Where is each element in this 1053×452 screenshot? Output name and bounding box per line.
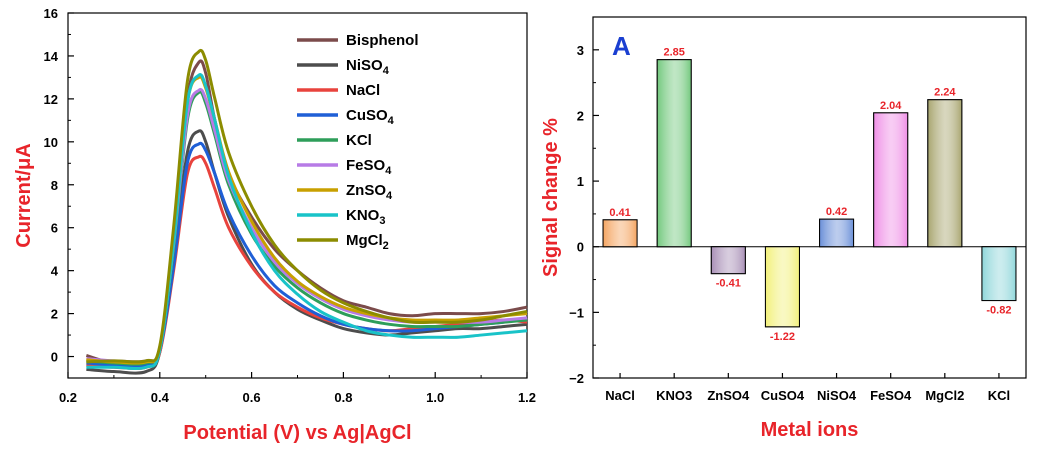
y-tick-label: 14 bbox=[44, 49, 59, 64]
x-tick-label: CuSO4 bbox=[761, 388, 805, 403]
bar-value-label: 2.24 bbox=[934, 87, 956, 99]
bar-value-label: 0.42 bbox=[826, 206, 847, 218]
x-tick-label: FeSO4 bbox=[870, 388, 912, 403]
series-line-cuso4 bbox=[86, 141, 528, 368]
y-tick-label: 12 bbox=[44, 92, 58, 107]
legend-label-kno3: KNO3 bbox=[346, 207, 385, 227]
y-tick-label: 4 bbox=[51, 264, 59, 279]
bar-shading-kcl bbox=[981, 246, 1017, 302]
legend-label-cuso4: CuSO4 bbox=[346, 107, 395, 127]
y-tick-label: 6 bbox=[51, 221, 58, 236]
y-tick-label: 1 bbox=[577, 174, 584, 189]
y-tick-label: 0 bbox=[51, 350, 58, 365]
x-tick-label: NiSO4 bbox=[817, 388, 857, 403]
x-tick-label: 0.4 bbox=[151, 390, 170, 405]
y-tick-label: 16 bbox=[44, 6, 58, 21]
bar-shading-niso4 bbox=[819, 218, 855, 248]
bar-value-label: 2.85 bbox=[663, 47, 684, 59]
bar-value-label: -0.41 bbox=[716, 278, 741, 290]
legend-label-feso4: FeSO4 bbox=[346, 157, 392, 177]
bar-shading-znso4 bbox=[710, 246, 746, 275]
y-tick-label: 2 bbox=[51, 307, 58, 322]
x-tick-label: ZnSO4 bbox=[707, 388, 750, 403]
bar-shading-feso4 bbox=[873, 112, 909, 248]
series-line-znso4 bbox=[86, 75, 528, 365]
bar-value-label: -0.82 bbox=[986, 305, 1011, 317]
y-tick-label: 3 bbox=[577, 43, 584, 58]
line-chart-axes: 0.2 0.4 0.6 0.8 1.0 1.2 0 2 4 6 8 10 12 14 16 bbox=[44, 6, 537, 405]
bar-shading-nacl bbox=[602, 219, 638, 248]
x-tick-label: 0.6 bbox=[243, 390, 261, 405]
y-tick-label: 8 bbox=[51, 178, 58, 193]
y-tick-label: 10 bbox=[44, 135, 58, 150]
bar-value-label: -1.22 bbox=[770, 331, 795, 343]
y-tick-label: 2 bbox=[577, 108, 584, 123]
panel-label: A bbox=[612, 31, 631, 61]
y-tick-label: −1 bbox=[569, 305, 584, 320]
x-tick-label: KNO3 bbox=[656, 388, 692, 403]
line-chart-y-axis-label: Current/μA bbox=[13, 143, 35, 247]
line-series-group bbox=[85, 48, 528, 375]
legend-label-niso4: NiSO4 bbox=[346, 57, 390, 77]
legend-label-kcl: KCl bbox=[346, 132, 372, 149]
line-chart-panel: 0.2 0.4 0.6 0.8 1.0 1.2 0 2 4 6 8 10 12 14 16 Bispheno… bbox=[13, 6, 536, 444]
bar-chart-x-axis-label: Metal ions bbox=[761, 419, 859, 441]
series-line-mgcl2 bbox=[86, 48, 528, 364]
bar-shading-cuso4 bbox=[764, 246, 800, 328]
bar-chart-panel: 0.41 2.85 -0.41 -1.22 0.42 2.04 2.24 -0.82 NaCl… bbox=[540, 16, 1027, 441]
y-tick-label: −2 bbox=[569, 371, 584, 386]
series-line-bisphenol bbox=[85, 59, 528, 366]
bar-value-label: 2.04 bbox=[880, 100, 902, 112]
bar-series-group: 0.41 2.85 -0.41 -1.22 0.42 2.04 2.24 -0.82 bbox=[593, 47, 1026, 343]
legend-label-nacl: NaCl bbox=[346, 82, 380, 99]
legend-label-znso4: ZnSO4 bbox=[346, 182, 393, 202]
bar-value-label: 0.41 bbox=[609, 207, 630, 219]
bar-chart-axes: NaCl KNO3 ZnSO4 CuSO4 NiSO4 FeSO4 MgCl2 KCl −2 −1… bbox=[569, 16, 1010, 403]
line-chart-legend: Bisphenol NiSO4 NaCl CuSO4 KCl FeSO4 ZnSO4 KNO3… bbox=[297, 32, 419, 252]
x-tick-label: KCl bbox=[988, 388, 1010, 403]
x-tick-label: MgCl2 bbox=[925, 388, 964, 403]
x-tick-label: 0.2 bbox=[59, 390, 77, 405]
bar-shading-mgcl2 bbox=[927, 99, 963, 248]
legend-label-mgcl2: MgCl2 bbox=[346, 232, 389, 252]
bar-shading-kno3 bbox=[656, 59, 692, 248]
bar-chart-plot-area bbox=[592, 16, 1027, 379]
x-tick-label: 0.8 bbox=[334, 390, 352, 405]
y-tick-label: 0 bbox=[577, 240, 584, 255]
bar-chart-y-axis-label: Signal change % bbox=[540, 118, 562, 277]
legend-label-bisphenol: Bisphenol bbox=[346, 32, 419, 49]
x-tick-label: 1.2 bbox=[518, 390, 536, 405]
x-tick-label: 1.0 bbox=[426, 390, 444, 405]
x-tick-label: NaCl bbox=[605, 388, 635, 403]
line-chart-x-axis-label: Potential (V) vs Ag|AgCl bbox=[183, 422, 411, 444]
